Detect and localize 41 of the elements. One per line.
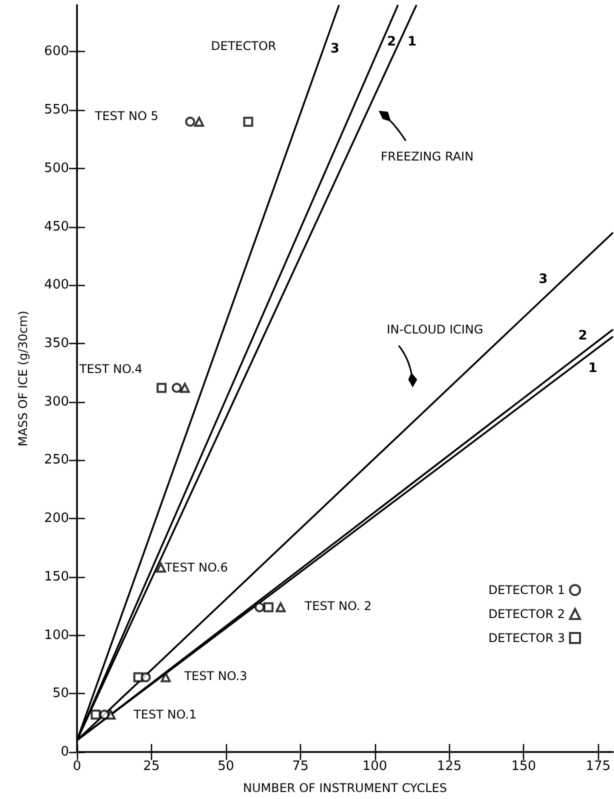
- legend-label: DETECTOR 3: [488, 631, 565, 645]
- legend-label: DETECTOR 1: [488, 583, 565, 597]
- annotation: TEST NO.1: [132, 708, 197, 722]
- series-label: 1: [588, 361, 598, 376]
- annotation: TEST NO.3: [183, 669, 248, 684]
- x-tick-label: 75: [292, 759, 309, 774]
- legend-label: DETECTOR 2: [488, 607, 565, 621]
- annotation: TEST NO.4: [78, 362, 142, 376]
- annotation: IN-CLOUD ICING: [386, 322, 484, 336]
- annotation: TEST NO. 2: [304, 599, 372, 614]
- x-axis-title: NUMBER OF INSTRUMENT CYCLES: [243, 781, 447, 795]
- series-label: 3: [330, 42, 340, 57]
- series-label: 1: [407, 34, 417, 50]
- y-tick-label: 450: [44, 219, 69, 234]
- x-tick-label: 175: [586, 759, 611, 774]
- x-tick-label: 0: [72, 759, 82, 774]
- y-tick-label: 100: [44, 628, 69, 643]
- y-tick-label: 300: [44, 394, 69, 410]
- annotation: FREEZING RAIN: [380, 150, 474, 164]
- x-tick-label: 150: [511, 759, 536, 774]
- y-tick-label: 400: [44, 278, 69, 293]
- x-tick-label: 50: [218, 759, 234, 774]
- y-tick-label: 150: [44, 569, 69, 584]
- x-tick-label: 100: [362, 759, 388, 774]
- x-tick-label: 25: [143, 759, 160, 774]
- annotation: TEST NO.6: [164, 560, 228, 575]
- y-tick-label: 550: [44, 102, 69, 118]
- series-label: 2: [386, 34, 396, 50]
- y-tick-label: 350: [44, 336, 69, 351]
- y-axis-title: MASS OF ICE (g/30cm): [16, 310, 30, 446]
- y-tick-label: 600: [44, 44, 69, 60]
- y-tick-label: 200: [44, 511, 69, 526]
- y-tick-label: 50: [52, 686, 69, 702]
- annotation: DETECTOR: [211, 38, 276, 53]
- series-label: 3: [538, 272, 548, 288]
- y-tick-label: 250: [44, 452, 69, 468]
- y-tick-label: 0: [60, 744, 69, 760]
- y-tick-label: 500: [44, 160, 69, 176]
- series-label: 2: [578, 328, 588, 344]
- annotation: TEST NO 5: [94, 108, 158, 123]
- x-tick-label: 125: [436, 759, 462, 774]
